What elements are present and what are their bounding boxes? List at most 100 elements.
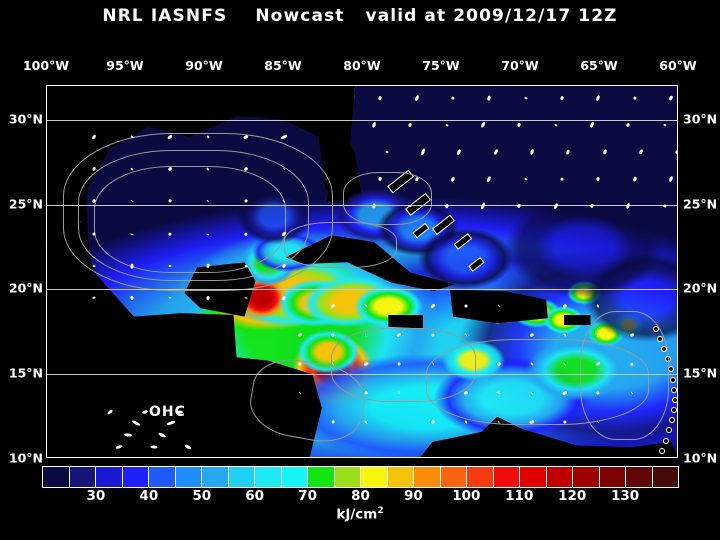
colorbar-cell-20 — [573, 467, 600, 487]
current-vector — [91, 133, 98, 140]
land-lesser-antilles-7 — [672, 397, 677, 402]
current-vector — [530, 362, 534, 366]
current-vector — [206, 232, 210, 235]
current-vector — [429, 303, 436, 310]
current-vector — [244, 296, 248, 299]
current-vector — [668, 175, 674, 183]
current-vector — [597, 333, 600, 337]
current-vector — [206, 135, 210, 139]
current-vector — [531, 305, 533, 308]
current-vector — [456, 148, 463, 156]
current-vector — [115, 444, 123, 450]
current-vector — [397, 362, 402, 367]
lon-tick-60W: 60°W — [659, 58, 697, 73]
current-vector — [396, 332, 403, 338]
current-vector — [168, 297, 172, 299]
current-vector — [444, 203, 449, 209]
current-vector — [408, 204, 413, 208]
colorbar-cell-6 — [202, 467, 229, 487]
current-vector — [626, 203, 631, 210]
current-vector — [130, 233, 134, 234]
bathymetry-antilles-arc — [580, 310, 670, 440]
lat-tick-25N: 25°N — [683, 196, 718, 212]
current-vector — [597, 420, 600, 424]
lat-tick-30N: 30°N — [8, 111, 43, 127]
colorbar-tick-110: 110 — [505, 488, 534, 504]
current-vector — [431, 391, 434, 395]
gridline-lat — [47, 374, 677, 375]
current-vector — [364, 390, 369, 395]
current-vector — [517, 122, 522, 128]
colorbar-cell-19 — [546, 467, 573, 487]
current-vector-layer — [47, 86, 677, 457]
current-vector — [281, 295, 287, 301]
lat-tick-10N: 10°N — [683, 450, 718, 466]
land-puerto-rico — [563, 314, 591, 326]
current-vector — [92, 199, 97, 204]
current-vector — [431, 362, 434, 366]
ohc-map-plot[interactable]: OHC — [46, 85, 678, 458]
colorbar-cell-2 — [96, 467, 123, 487]
colorbar-tick-30: 30 — [86, 488, 106, 504]
land-jamaica — [388, 314, 424, 329]
current-vector — [464, 362, 467, 366]
current-vector — [450, 95, 456, 100]
current-vector — [662, 204, 667, 209]
current-vector — [167, 134, 174, 140]
colorbar-cell-3 — [122, 467, 149, 487]
colorbar-cell-21 — [599, 467, 626, 487]
current-vector — [243, 199, 249, 204]
current-vector — [206, 167, 210, 171]
colorbar-tick-50: 50 — [192, 488, 212, 504]
colorbar-cell-16 — [467, 467, 494, 487]
current-vector — [464, 419, 468, 424]
current-vector — [371, 121, 377, 129]
land-lesser-antilles-5 — [671, 377, 676, 382]
current-vector — [629, 332, 635, 338]
lon-tick-75W: 75°W — [422, 58, 460, 73]
current-vector — [168, 199, 173, 204]
land-lesser-antilles-11 — [663, 438, 668, 443]
current-vector — [158, 432, 167, 439]
current-vector — [563, 419, 568, 424]
page-title: NRL IASNFS Nowcast valid at 2009/12/17 1… — [102, 6, 618, 26]
current-vector — [281, 230, 287, 237]
colorbar-cell-14 — [414, 467, 441, 487]
current-vector — [131, 419, 141, 427]
current-vector — [243, 166, 249, 172]
colorbar-cell-13 — [387, 467, 414, 487]
current-vector — [282, 167, 286, 171]
colorbar-cell-9 — [281, 467, 308, 487]
current-vector — [414, 176, 419, 182]
current-vector — [430, 333, 435, 338]
current-vector — [331, 362, 334, 366]
colorbar-cell-7 — [228, 467, 255, 487]
colorbar-tick-80: 80 — [351, 488, 370, 504]
current-vector — [330, 303, 336, 309]
current-vector — [371, 203, 377, 210]
current-vector — [629, 362, 634, 366]
bathymetry-contour-layer — [47, 86, 677, 457]
units-exponent: 2 — [377, 506, 384, 516]
current-vector — [487, 94, 492, 101]
current-vector — [463, 304, 468, 309]
colorbar[interactable] — [42, 466, 679, 488]
current-vector — [243, 134, 249, 140]
current-vector — [498, 333, 500, 337]
current-vector — [280, 134, 288, 140]
current-vector — [92, 231, 97, 236]
gridline-lat — [47, 205, 677, 206]
current-vector — [595, 361, 602, 367]
colorbar-cell-17 — [493, 467, 520, 487]
land-lesser-antilles-8 — [671, 408, 676, 413]
current-vector — [596, 304, 600, 309]
bathymetry-gulf-2000m — [94, 165, 286, 273]
current-vector — [566, 149, 571, 156]
colorbar-cell-23 — [652, 467, 678, 487]
current-vector — [363, 361, 370, 367]
current-vector — [496, 361, 502, 367]
current-vector — [298, 420, 301, 423]
current-vector — [596, 390, 601, 395]
current-vector — [299, 305, 301, 308]
